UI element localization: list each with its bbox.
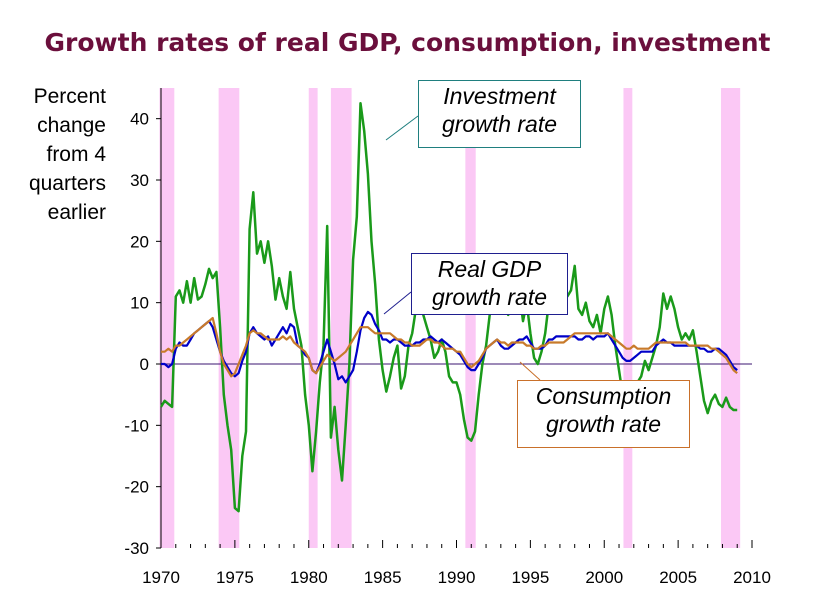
y-axis-label-line: change bbox=[37, 114, 106, 137]
y-tick-label: 30 bbox=[130, 171, 149, 190]
gdp-connector bbox=[383, 291, 412, 315]
recession-band bbox=[308, 88, 318, 548]
chart-title: Growth rates of real GDP, consumption, i… bbox=[44, 28, 771, 57]
annotation-gdp: Real GDP growth rate bbox=[411, 253, 568, 315]
recession-bands bbox=[159, 88, 741, 548]
x-tick-label: 1975 bbox=[216, 568, 254, 587]
annotation-consumption-line1: Consumption bbox=[535, 383, 672, 409]
y-tick-label: -30 bbox=[124, 539, 149, 558]
y-axis-label-line: quarters bbox=[28, 172, 106, 195]
y-axis-label-line: earlier bbox=[47, 201, 106, 224]
annotation-investment: Investment growth rate bbox=[418, 80, 581, 148]
consumption-connector bbox=[519, 361, 541, 381]
consumption-series-line bbox=[161, 316, 738, 378]
axes: -30 -20 -10 0 10 20 30 40 1970 1975 1980 1985 1990 19… bbox=[124, 88, 771, 587]
annotation-investment-line2: growth rate bbox=[441, 111, 558, 137]
x-tick-label: 1995 bbox=[511, 568, 549, 587]
recession-band bbox=[720, 88, 741, 548]
y-tick-label: -20 bbox=[124, 478, 149, 497]
x-tick-label: 1980 bbox=[290, 568, 328, 587]
annotation-consumption: Consumption growth rate bbox=[517, 380, 690, 448]
annotation-connectors bbox=[383, 115, 541, 381]
annotation-gdp-line2: growth rate bbox=[431, 284, 548, 310]
annotation-investment-line1: Investment bbox=[443, 83, 556, 109]
recession-band bbox=[623, 88, 633, 548]
investment-series-line bbox=[159, 102, 738, 513]
y-axis-label: Percent change from 4 quarters earlier bbox=[6, 82, 106, 227]
x-tick-label: 1985 bbox=[364, 568, 402, 587]
y-tick-label: 0 bbox=[140, 355, 149, 374]
x-tick-label: 2005 bbox=[659, 568, 697, 587]
y-axis-label-line: Percent bbox=[33, 85, 106, 108]
series-lines bbox=[159, 102, 738, 513]
recession-band bbox=[465, 88, 476, 548]
investment-connector bbox=[385, 115, 419, 141]
y-tick-label: -10 bbox=[124, 416, 149, 435]
recession-band bbox=[159, 88, 175, 548]
x-tick-label: 1990 bbox=[438, 568, 476, 587]
recession-band bbox=[218, 88, 240, 548]
annotation-consumption-line2: growth rate bbox=[545, 411, 662, 437]
x-tick-label: 2000 bbox=[585, 568, 623, 587]
y-axis-label-line: from 4 bbox=[46, 143, 106, 166]
x-tick-label: 1970 bbox=[142, 568, 180, 587]
y-tick-label: 20 bbox=[130, 232, 149, 251]
annotation-gdp-line1: Real GDP bbox=[437, 256, 542, 282]
x-tick-label: 2010 bbox=[733, 568, 771, 587]
y-tick-label: 40 bbox=[130, 110, 149, 129]
y-tick-label: 10 bbox=[130, 294, 149, 313]
